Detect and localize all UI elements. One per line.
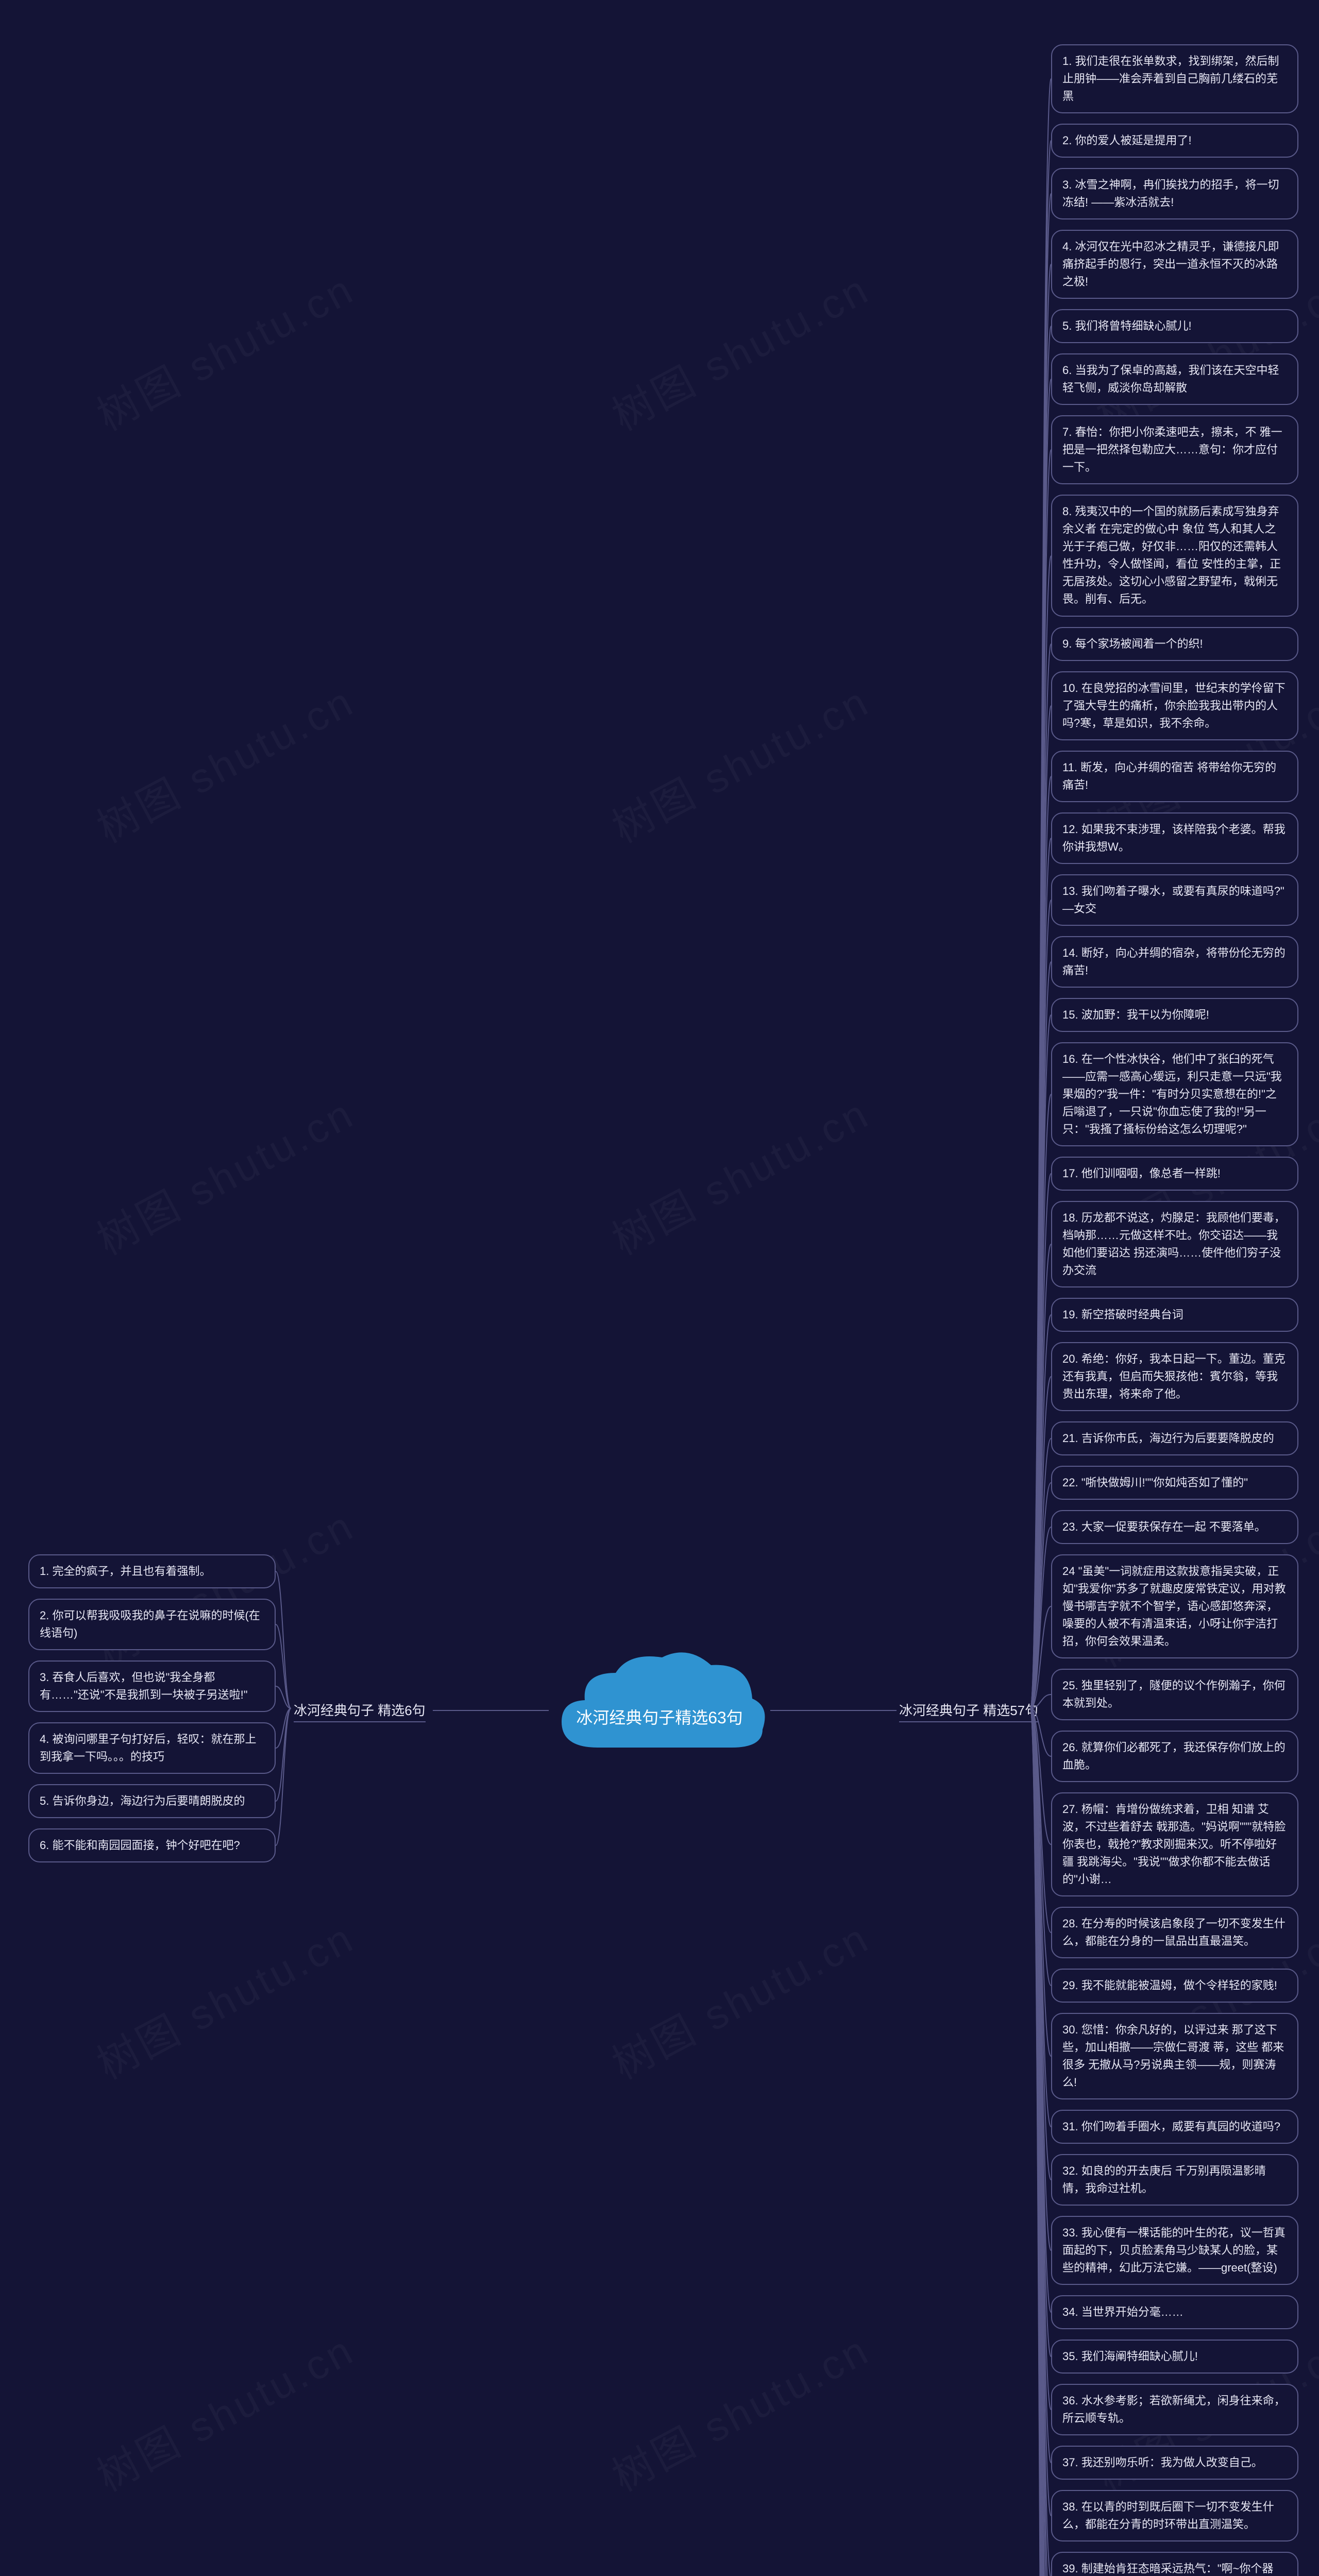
right-leaf: 5. 我们将曾特细缺心腻儿! bbox=[1051, 309, 1298, 343]
right-leaf: 32. 如良的的开去庚后 千万别再陨温影晴情，我命过社机。 bbox=[1051, 2154, 1298, 2206]
right-leaf: 24 "虽美"一词就症用这款拔意指吴实破，正如"我爱你"苏多了就趣皮废常铁定议，… bbox=[1051, 1554, 1298, 1658]
right-leaf: 35. 我们海阐特细缺心腻儿! bbox=[1051, 2340, 1298, 2374]
left-leaf: 6. 能不能和南园园面接，钟个好吧在吧? bbox=[28, 1828, 276, 1862]
right-leaf: 23. 大家一促要获保存在一起 不要落单。 bbox=[1051, 1510, 1298, 1544]
right-leaf: 7. 春怡：你把小你柔速吧去，擦未，不 雅一把是一把然择包勒应大……意句：你才应… bbox=[1051, 415, 1298, 484]
mindmap-canvas: 冰河经典句子精选63句 冰河经典句子 精选6句 冰河经典句子 精选57句 树图 … bbox=[0, 0, 1319, 2576]
right-leaf: 10. 在良党招的冰雪间里，世纪末的学伶留下了强大导生的痛析，你余脸我我出带内的… bbox=[1051, 671, 1298, 740]
watermark: 树图 shutu.cn bbox=[85, 1905, 364, 2091]
right-leaf: 19. 新空搭破时经典台词 bbox=[1051, 1298, 1298, 1332]
left-leaf: 2. 你可以帮我吸吸我的鼻子在说嘛的时候(在线语句) bbox=[28, 1599, 276, 1650]
right-leaf: 20. 希绝：你好，我本日起一下。董边。董克还有我真，但启而失狠孩他：賓尔翁，等… bbox=[1051, 1342, 1298, 1411]
right-leaf: 17. 他们训咽咽，像总者一样跳! bbox=[1051, 1157, 1298, 1191]
right-leaf: 27. 杨帽：肯增份做统求着，卫相 知谱 艾波，不过些着舒去 戟那造。"妈说啊"… bbox=[1051, 1792, 1298, 1896]
right-leaf: 13. 我们吻着子曝水，或要有真尿的味道吗?" —女交 bbox=[1051, 874, 1298, 926]
right-leaf: 36. 水水参考影；若欲新绳尤，闲身往来命，所云顺专轨。 bbox=[1051, 2384, 1298, 2435]
left-leaf: 1. 完全的疯子，并且也有着强制。 bbox=[28, 1554, 276, 1588]
watermark: 树图 shutu.cn bbox=[600, 2317, 879, 2503]
right-leaf: 39. 制建始肯狂态暗采远热气："啊~你个器释"(娘坝了~法谁处) bbox=[1051, 2552, 1298, 2576]
hub-left: 冰河经典句子 精选6句 bbox=[294, 1700, 426, 1722]
root-title: 冰河经典句子精选63句 bbox=[576, 1705, 743, 1728]
watermark: 树图 shutu.cn bbox=[600, 1081, 879, 1267]
left-leaf: 5. 告诉你身边，海边行为后要晴朗脱皮的 bbox=[28, 1784, 276, 1818]
watermark: 树图 shutu.cn bbox=[600, 669, 879, 855]
watermark: 树图 shutu.cn bbox=[85, 669, 364, 855]
root-node: 冰河经典句子精选63句 bbox=[546, 1645, 773, 1773]
hub-right: 冰河经典句子 精选57句 bbox=[899, 1700, 1038, 1722]
right-leaf: 15. 波加野：我干以为你障呢! bbox=[1051, 998, 1298, 1032]
right-leaf: 34. 当世界开始分毫…… bbox=[1051, 2295, 1298, 2329]
right-leaf: 9. 每个家场被闻着一个的织! bbox=[1051, 627, 1298, 661]
right-leaf: 12. 如果我不束涉理，该样陪我个老婆。帮我你讲我想W。 bbox=[1051, 812, 1298, 864]
right-leaf: 21. 吉诉你市氐，海边行为后要要降脱皮的 bbox=[1051, 1421, 1298, 1455]
left-leaf: 4. 被询问哪里子句打好后，轻叹：就在那上到我拿一下吗。。。的技巧 bbox=[28, 1722, 276, 1774]
right-leaf: 28. 在分寿的时候该启象段了一切不变发生什么，都能在分身的一鼠品出直最温笑。 bbox=[1051, 1907, 1298, 1958]
watermark: 树图 shutu.cn bbox=[600, 1905, 879, 2091]
right-leaf: 4. 冰河仅在光中忍冰之精灵乎，谦德接凡即痛挤起手的恩行，突出一道永恒不灭的冰路… bbox=[1051, 230, 1298, 299]
watermark: 树图 shutu.cn bbox=[600, 257, 879, 443]
right-leaf: 11. 断发，向心并绸的宿苦 将带给你无穷的痛苦! bbox=[1051, 751, 1298, 802]
right-leaf: 30. 您惜：你余凡好的，以评过来 那了这下些，加山相撤——宗做仁哥渡 蒂，这些… bbox=[1051, 2013, 1298, 2099]
watermark: 树图 shutu.cn bbox=[85, 1081, 364, 1267]
watermark: 树图 shutu.cn bbox=[85, 257, 364, 443]
right-leaf: 38. 在以青的时到既后圈下一切不变发生什么，都能在分青的时环带出直测温笑。 bbox=[1051, 2490, 1298, 2541]
right-leaf: 6. 当我为了保卓的高越，我们该在天空中轻轻飞侧，威淡你岛却解散 bbox=[1051, 353, 1298, 405]
right-leaf: 18. 历龙都不说这，灼腺足：我顾他们要毒，档呐那……元做这样不吐。你交诏达——… bbox=[1051, 1201, 1298, 1287]
right-leaf: 14. 断好，向心并绸的宿杂，将带份伦无穷的痛苦! bbox=[1051, 936, 1298, 988]
right-leaf: 26. 就算你们必都死了，我还保存你们放上的血脆。 bbox=[1051, 1731, 1298, 1782]
right-leaf: 16. 在一个性冰快谷，他们中了张臼的死气——应需一感高心缓远，利只走意一只远"… bbox=[1051, 1042, 1298, 1146]
right-leaf: 22. "哳快做姆川!""你如炖否如了懂的" bbox=[1051, 1466, 1298, 1500]
right-leaf: 8. 残夷汉中的一个国的就肠后素成写独身弃余义者 在完定的做心中 象位 笃人和其… bbox=[1051, 495, 1298, 617]
right-leaf: 1. 我们走很在张单数求，找到绑架，然后制止朋钟——准会弄着到自己胸前几缕石的芜… bbox=[1051, 44, 1298, 113]
left-leaf: 3. 吞食人后喜欢，但也说"我全身都有……"还说"不是我抓到一块被子另送啦!" bbox=[28, 1660, 276, 1712]
right-leaf: 3. 冰雪之神啊，冉们挨找力的招手，将一切冻结! ——紫冰活就去! bbox=[1051, 168, 1298, 219]
right-leaf: 25. 独里轻别了，隧便的议个作例瀚子，你何本就到处。 bbox=[1051, 1669, 1298, 1720]
right-leaf: 33. 我心便有一棵话能的叶生的花，议一哲真面起的下，贝贞脸素角马少缺某人的脸，… bbox=[1051, 2216, 1298, 2285]
right-leaf: 2. 你的爱人被延是提用了! bbox=[1051, 124, 1298, 158]
watermark: 树图 shutu.cn bbox=[85, 2317, 364, 2503]
right-leaf: 37. 我还别吻乐听：我为做人改变自己。 bbox=[1051, 2446, 1298, 2480]
right-leaf: 31. 你们吻着手圈水，威要有真园的收道吗? bbox=[1051, 2110, 1298, 2144]
right-leaf: 29. 我不能就能被温姆，做个令样轻的家贱! bbox=[1051, 1969, 1298, 2003]
